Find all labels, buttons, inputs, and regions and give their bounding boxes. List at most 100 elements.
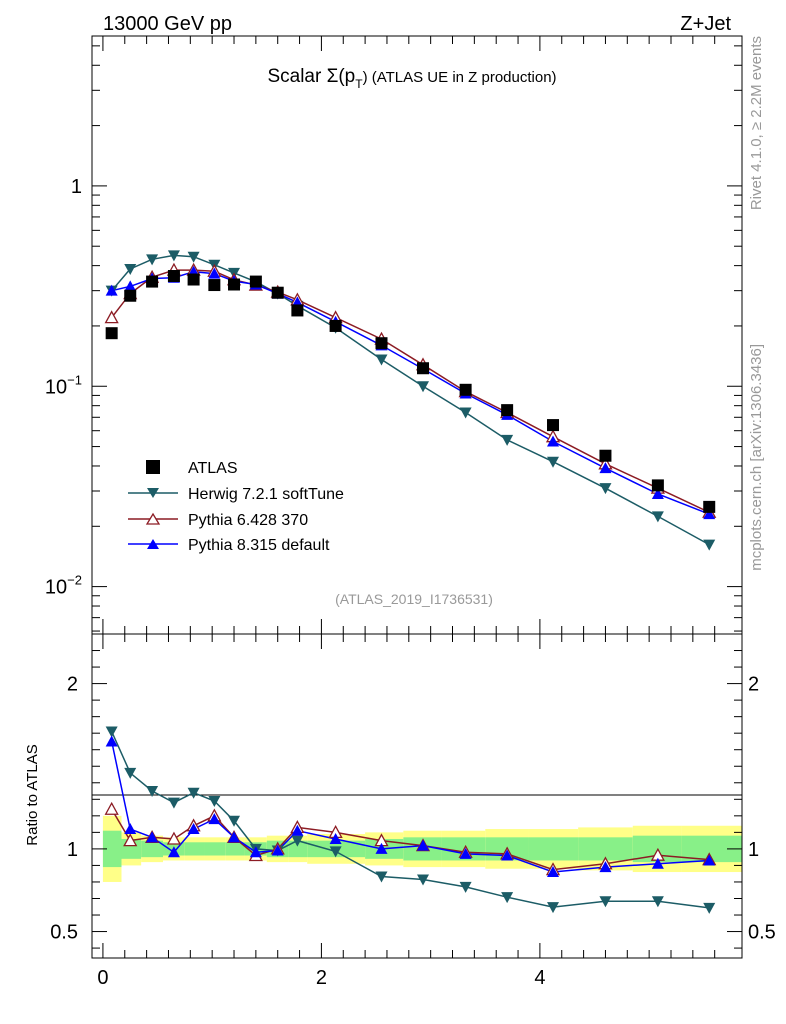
energy-label: 13000 GeV pp (103, 13, 232, 35)
main-point-atlas (208, 279, 221, 292)
main-point-herwig-7-2-1-softtune (599, 483, 612, 495)
main-point-atlas (167, 270, 180, 283)
ratio-band-inner (528, 837, 579, 861)
ratio-point-herwig-7-2-1-softtune (105, 726, 118, 738)
ratio-band-inner (204, 842, 226, 856)
ratio-point-herwig-7-2-1-softtune (208, 795, 221, 807)
main-point-atlas (187, 273, 200, 286)
main-point-atlas (291, 304, 304, 317)
main-point-pythia-6-428-370 (104, 310, 119, 324)
ratio-frame (91, 633, 743, 959)
main-point-herwig-7-2-1-softtune (417, 381, 430, 393)
legend-atlas-marker (146, 460, 160, 474)
ratio-point-herwig-7-2-1-softtune (146, 786, 159, 798)
main-point-herwig-7-2-1-softtune (146, 254, 159, 266)
ratio-point-pythia-8-315-default (375, 842, 388, 854)
ratio-point-pythia-8-315-default (501, 849, 514, 861)
ratio-axis-ticks: 2 2 1 1 0.5 0.5 0 2 4 (50, 634, 776, 989)
main-y-tick-label: 1 (71, 176, 82, 198)
main-point-pythia-8-315-default (651, 487, 664, 499)
ratio-point-pythia-6-428-370 (104, 801, 119, 815)
main-panel: 1 10−1 10−2 Scalar Σ(pT) (ATLAS UE in Z pr… (45, 35, 743, 635)
main-point-atlas (146, 275, 159, 288)
legend-pythia8-label: Pythia 8.315 default (188, 537, 330, 554)
ratio-y-axis-label: Ratio to ATLAS (24, 744, 41, 845)
main-point-atlas (329, 319, 342, 332)
ratio-point-herwig-7-2-1-softtune (329, 846, 342, 858)
ratio-y-tick-label: 2 (67, 674, 78, 696)
rivet-version-label: Rivet 4.1.0, ≥ 2.2M events (748, 36, 765, 210)
ratio-point-herwig-7-2-1-softtune (187, 787, 200, 799)
legend-atlas-label: ATLAS (188, 460, 238, 477)
main-point-atlas (651, 479, 664, 492)
main-y-tick-label: 10−1 (45, 372, 82, 398)
mcplots-label: mcplots.cern.ch [arXiv:1306.3436] (748, 344, 765, 571)
legend: ATLAS Herwig 7.2.1 softTune Pythia 6.428… (128, 460, 344, 554)
ratio-y-tick-label-right: 2 (748, 674, 759, 696)
ratio-band-inner (184, 842, 205, 856)
ratio-point-herwig-7-2-1-softtune (375, 871, 388, 883)
main-series-markers (104, 250, 717, 551)
ratio-band-inner (102, 830, 122, 868)
main-point-atlas (228, 278, 241, 291)
main-point-atlas (417, 362, 430, 375)
ratio-point-herwig-7-2-1-softtune (167, 797, 180, 809)
ratio-point-pythia-8-315-default (703, 854, 716, 866)
ratio-point-herwig-7-2-1-softtune (459, 881, 472, 893)
main-point-atlas (249, 275, 262, 288)
ratio-point-pythia-8-315-default (291, 824, 304, 836)
chart-title-post: ) (ATLAS UE in Z production) (363, 69, 557, 86)
ratio-x-tick-label: 4 (534, 967, 545, 989)
ratio-y-tick-label-right: 0.5 (748, 922, 776, 944)
ratio-point-pythia-8-315-default (124, 823, 137, 835)
main-point-atlas (124, 289, 137, 302)
ratio-point-pythia-8-315-default (208, 813, 221, 825)
ratio-y-tick-label: 0.5 (50, 922, 78, 944)
legend-herwig-marker (147, 488, 159, 498)
main-point-herwig-7-2-1-softtune (124, 263, 137, 275)
main-point-atlas (375, 337, 388, 350)
main-point-atlas (271, 286, 284, 299)
main-point-atlas (459, 383, 472, 396)
ratio-point-herwig-7-2-1-softtune (703, 902, 716, 914)
ratio-y-tick-label: 1 (67, 839, 78, 861)
ratio-point-pythia-8-315-default (417, 839, 430, 851)
ratio-band-inner (578, 837, 633, 861)
ratio-point-pythia-8-315-default (651, 857, 664, 869)
main-point-pythia-8-315-default (105, 284, 118, 296)
ratio-series-lines (110, 731, 710, 909)
ratio-band-inner (225, 842, 245, 856)
ratio-point-pythia-8-315-default (146, 831, 159, 843)
ratio-point-pythia-6-428-370 (166, 831, 182, 845)
ratio-point-herwig-7-2-1-softtune (228, 815, 241, 827)
main-point-atlas (547, 419, 560, 432)
ratio-point-pythia-8-315-default (599, 861, 612, 873)
main-point-pythia-8-315-default (208, 267, 221, 279)
ratio-point-herwig-7-2-1-softtune (651, 896, 664, 908)
main-point-herwig-7-2-1-softtune (167, 250, 180, 262)
ratio-point-herwig-7-2-1-softtune (599, 896, 612, 908)
main-point-pythia-8-315-default (547, 435, 560, 447)
main-line-pythia-8-315-default (111, 270, 710, 515)
ratio-point-pythia-8-315-default (187, 823, 200, 835)
ratio-y-tick-label-right: 1 (748, 839, 759, 861)
ratio-point-pythia-8-315-default (271, 844, 284, 856)
ratio-point-pythia-8-315-default (105, 735, 118, 747)
ratio-band-inner (141, 840, 164, 858)
ratio-x-tick-label: 0 (97, 967, 108, 989)
ratio-point-pythia-8-315-default (228, 831, 241, 843)
ratio-point-pythia-8-315-default (249, 846, 262, 858)
ratio-panel: 2 2 1 1 0.5 0.5 0 2 4 Ratio to ATLAS (24, 633, 776, 989)
ratio-line-herwig-7-2-1-softtune (111, 731, 710, 909)
ratio-point-pythia-8-315-default (167, 846, 180, 858)
ratio-point-pythia-8-315-default (329, 832, 342, 844)
ratio-point-herwig-7-2-1-softtune (547, 902, 560, 914)
chart-title-pre: Scalar Σ(p (267, 66, 355, 87)
main-point-atlas (501, 404, 514, 417)
ratio-series-markers (104, 726, 717, 914)
main-point-herwig-7-2-1-softtune (375, 354, 388, 366)
ratio-point-pythia-8-315-default (459, 847, 472, 859)
main-point-pythia-8-315-default (124, 280, 137, 292)
main-point-atlas (599, 449, 612, 462)
